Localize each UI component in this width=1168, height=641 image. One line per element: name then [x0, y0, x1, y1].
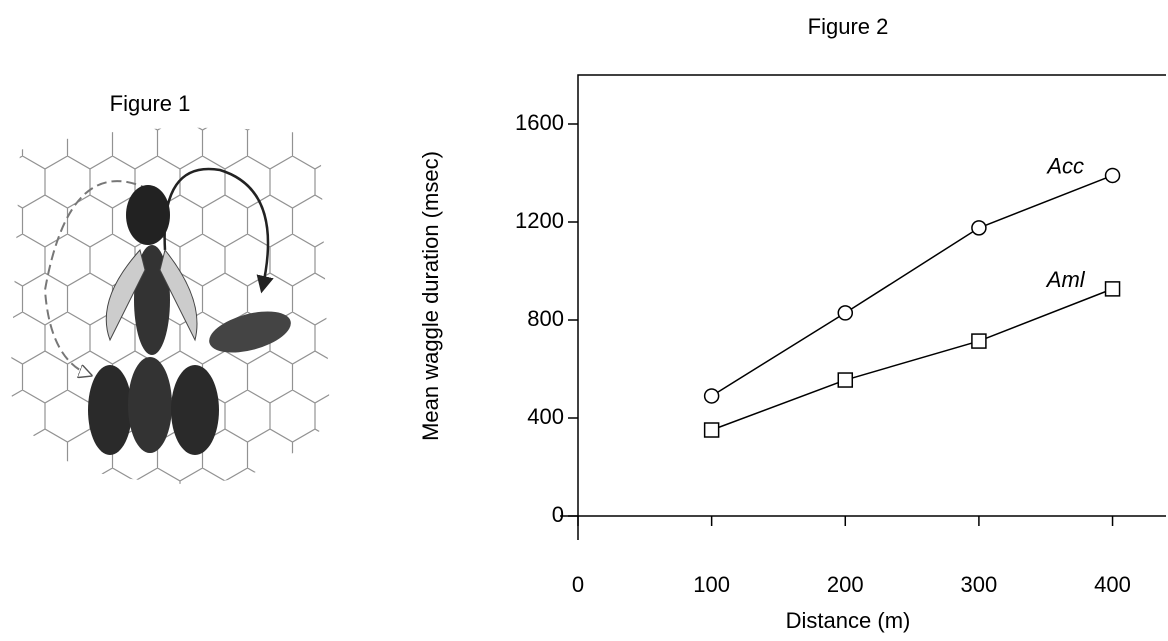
x-tick-label: 0	[572, 572, 584, 597]
x-tick-label: 100	[693, 572, 730, 597]
x-tick-label: 400	[1094, 572, 1131, 597]
x-axis-label: Distance (m)	[786, 608, 911, 633]
point	[837, 305, 854, 321]
point	[703, 388, 720, 404]
y-tick-label: 800	[527, 306, 564, 331]
series-label: Acc	[1045, 153, 1084, 178]
point	[837, 372, 854, 388]
plot-frame	[577, 74, 1166, 540]
figure-1-title: Figure 1	[110, 91, 191, 116]
y-tick-label: 0	[552, 502, 564, 527]
y-tick-label: 1200	[515, 208, 564, 233]
point	[1104, 167, 1121, 184]
point	[971, 220, 987, 236]
bee-illustration	[10, 127, 330, 485]
x-tick-label: 200	[827, 572, 864, 597]
point	[1104, 281, 1121, 297]
y-tick-label: 1600	[515, 110, 564, 135]
point	[971, 333, 987, 349]
chart-title: Figure 2	[808, 14, 889, 39]
point	[703, 422, 720, 438]
series-label: Aml	[1045, 267, 1086, 292]
series-line	[711, 174, 1113, 397]
y-axis-label: Mean waggle duration (msec)	[418, 151, 443, 441]
series-line	[711, 288, 1113, 431]
y-tick-label: 400	[527, 404, 564, 429]
x-tick-label: 300	[961, 572, 998, 597]
